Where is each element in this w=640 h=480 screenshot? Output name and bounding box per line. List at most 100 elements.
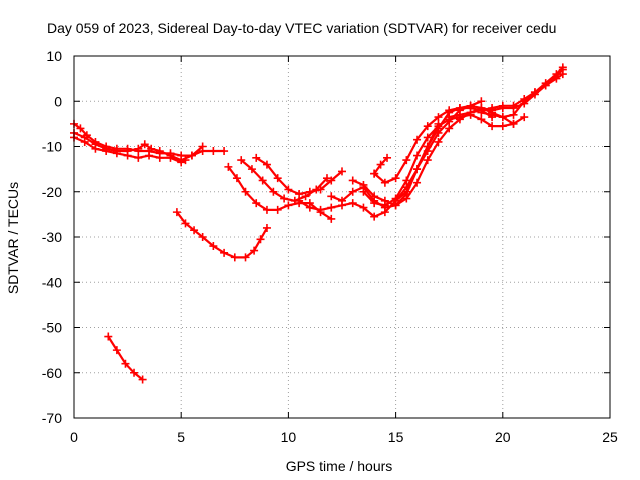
- data-point: [76, 124, 85, 133]
- data-point: [252, 199, 261, 208]
- data-point: [402, 194, 411, 203]
- axes: 0 5 10 15 20 25 10 0 -10 -20 -30 -40 -50 -60 -70: [42, 48, 618, 445]
- data-point: [391, 196, 400, 205]
- data-point: [509, 104, 518, 113]
- data-point: [273, 174, 282, 183]
- data-point: [140, 140, 149, 149]
- data-point: [359, 203, 368, 212]
- data-point: [434, 124, 443, 133]
- data-point: [327, 203, 336, 212]
- data-point: [112, 149, 121, 158]
- y-tick-label: -40: [42, 274, 62, 290]
- data-point: [383, 153, 392, 162]
- data-point: [190, 226, 199, 235]
- data-point: [348, 176, 357, 185]
- y-tick-label: -10: [42, 139, 62, 155]
- data-point: [402, 176, 411, 185]
- data-point: [134, 153, 143, 162]
- x-tick-label: 20: [495, 429, 511, 445]
- data-point: [370, 199, 379, 208]
- data-point: [262, 223, 271, 232]
- data-point: [198, 233, 207, 241]
- data-point: [455, 110, 464, 119]
- y-tick-label: -60: [42, 365, 62, 381]
- data-point: [455, 104, 464, 113]
- x-tick-label: 5: [177, 429, 185, 445]
- data-point: [295, 196, 304, 205]
- data-series: [70, 63, 567, 384]
- y-tick-label: -50: [42, 320, 62, 336]
- data-point: [220, 248, 229, 257]
- data-point: [509, 119, 518, 128]
- data-point: [466, 108, 475, 117]
- series-arc-5: [172, 208, 271, 262]
- data-point: [284, 185, 293, 194]
- data-point: [348, 199, 357, 208]
- data-point: [241, 253, 250, 262]
- x-tick-label: 10: [281, 429, 297, 445]
- data-point: [166, 153, 175, 162]
- data-point: [305, 203, 314, 212]
- data-point: [498, 122, 507, 131]
- data-point: [220, 147, 229, 156]
- data-point: [477, 115, 486, 124]
- data-point: [177, 158, 186, 167]
- data-point: [112, 346, 121, 355]
- data-point: [552, 70, 561, 79]
- data-point: [247, 165, 256, 174]
- data-point: [145, 151, 154, 160]
- data-point: [413, 135, 422, 144]
- data-point: [230, 253, 239, 262]
- data-point: [327, 214, 336, 223]
- series-arc-4: [104, 332, 147, 384]
- y-tick-label: 10: [46, 48, 62, 64]
- data-point: [172, 208, 181, 217]
- data-point: [256, 235, 265, 244]
- data-point: [348, 187, 357, 196]
- data-point: [498, 113, 507, 122]
- data-point: [232, 174, 241, 183]
- data-point: [241, 187, 250, 196]
- data-point: [224, 162, 233, 171]
- series-arc-8: [252, 153, 346, 199]
- data-point: [498, 104, 507, 113]
- data-point: [359, 187, 368, 196]
- data-point: [121, 359, 130, 368]
- data-point: [123, 151, 132, 160]
- data-point: [434, 137, 443, 146]
- data-point: [380, 178, 389, 187]
- y-tick-label: -70: [42, 410, 62, 426]
- series-arc-14: [370, 153, 392, 178]
- data-point: [402, 187, 411, 196]
- data-point: [488, 122, 497, 131]
- data-point: [434, 113, 443, 122]
- data-point: [250, 246, 259, 255]
- series-line: [448, 68, 564, 119]
- data-point: [391, 174, 400, 183]
- data-point: [423, 122, 432, 131]
- data-point: [413, 151, 422, 160]
- data-point: [541, 79, 550, 88]
- x-tick-label: 15: [388, 429, 404, 445]
- data-point: [338, 167, 346, 176]
- data-point: [327, 192, 336, 201]
- data-point: [322, 174, 331, 183]
- data-point: [359, 180, 368, 189]
- series-arc-16: [445, 65, 567, 122]
- chart-title: Day 059 of 2023, Sidereal Day-to-day VTE…: [47, 20, 556, 36]
- data-point: [402, 156, 411, 165]
- data-point: [181, 156, 190, 165]
- series-arc-3: [70, 133, 190, 167]
- data-point: [155, 147, 164, 156]
- data-point: [520, 97, 529, 106]
- data-point: [338, 196, 346, 205]
- data-point: [316, 205, 325, 214]
- data-point: [530, 88, 539, 97]
- data-point: [273, 205, 282, 214]
- y-tick-label: -30: [42, 229, 62, 245]
- data-point: [134, 144, 143, 153]
- data-point: [370, 169, 379, 178]
- data-point: [102, 147, 111, 156]
- y-tick-label: -20: [42, 184, 62, 200]
